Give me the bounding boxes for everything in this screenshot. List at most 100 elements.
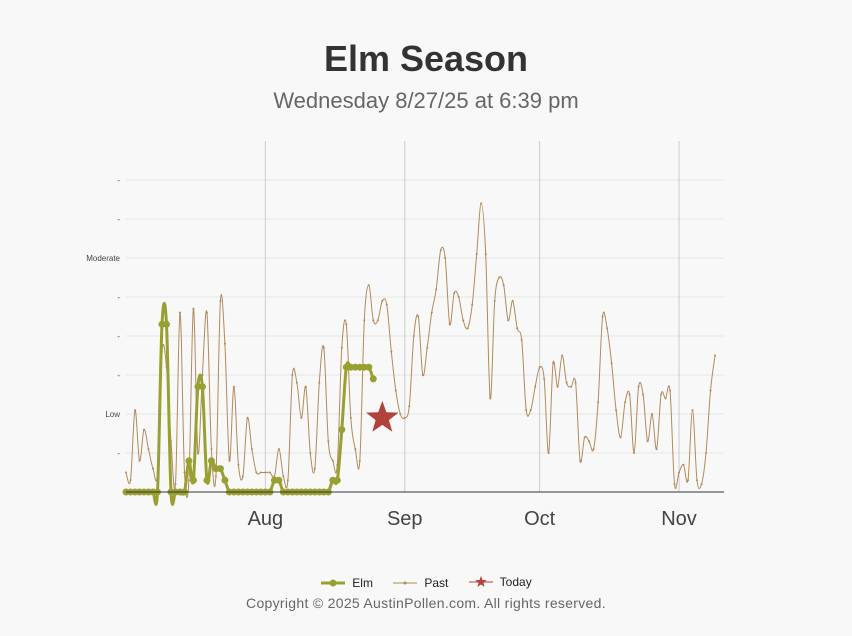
elm-point bbox=[216, 465, 224, 473]
past-point bbox=[552, 362, 555, 365]
y-tick-label: - bbox=[117, 449, 120, 458]
past-point bbox=[475, 253, 478, 256]
legend-today-swatch bbox=[468, 576, 493, 587]
y-tick-label: - bbox=[117, 215, 120, 224]
past-point bbox=[255, 471, 258, 474]
past-point bbox=[489, 397, 492, 400]
past-point bbox=[381, 299, 384, 302]
past-point bbox=[268, 471, 271, 474]
past-point bbox=[691, 409, 694, 412]
past-point bbox=[309, 452, 312, 454]
past-point bbox=[525, 409, 528, 412]
past-point bbox=[520, 338, 523, 341]
past-point bbox=[354, 448, 357, 451]
past-point bbox=[651, 413, 654, 415]
past-point bbox=[700, 483, 703, 486]
past-point bbox=[125, 471, 127, 474]
past-point bbox=[421, 374, 424, 376]
elm-point bbox=[338, 426, 346, 434]
y-tick-label: - bbox=[117, 332, 120, 341]
past-point bbox=[498, 276, 501, 279]
past-point bbox=[637, 385, 640, 388]
past-point bbox=[615, 409, 618, 412]
past-point bbox=[327, 440, 330, 443]
legend-item-past[interactable]: Past bbox=[392, 576, 448, 590]
past-point bbox=[304, 385, 307, 388]
chart-subtitle: Wednesday 8/27/25 at 6:39 pm bbox=[273, 88, 579, 113]
past-point bbox=[682, 463, 685, 466]
past-point bbox=[453, 292, 456, 295]
past-point bbox=[394, 389, 397, 392]
past-point bbox=[340, 346, 343, 349]
past-point bbox=[237, 463, 240, 466]
past-point bbox=[331, 459, 334, 462]
x-tick-label: Sep bbox=[387, 508, 423, 530]
past-point bbox=[480, 202, 483, 205]
past-point bbox=[322, 346, 325, 349]
past-point bbox=[709, 389, 712, 392]
past-point bbox=[277, 448, 280, 451]
elm-point bbox=[221, 476, 229, 484]
legend-past-swatch bbox=[393, 581, 418, 585]
past-point bbox=[619, 436, 622, 439]
month-lines bbox=[264, 141, 680, 492]
past-point bbox=[574, 381, 577, 384]
elm-point bbox=[189, 476, 197, 484]
past-point bbox=[444, 257, 447, 259]
past-point bbox=[349, 416, 352, 419]
y-tick-label: Moderate bbox=[86, 254, 120, 263]
past-point bbox=[313, 467, 316, 470]
past-point bbox=[543, 377, 546, 380]
past-point bbox=[192, 307, 195, 310]
past-point bbox=[493, 299, 496, 302]
past-point bbox=[205, 311, 208, 314]
x-tick-label: Oct bbox=[524, 508, 556, 530]
past-point bbox=[142, 428, 145, 431]
past-point bbox=[282, 475, 285, 478]
past-point bbox=[561, 354, 564, 357]
elm-point bbox=[275, 476, 283, 484]
today-star bbox=[366, 400, 399, 432]
past-point bbox=[660, 393, 663, 396]
past-point bbox=[295, 381, 298, 384]
past-point bbox=[471, 303, 474, 306]
legend-item-today[interactable]: Today bbox=[468, 575, 532, 589]
past-point bbox=[565, 381, 568, 384]
past-point bbox=[534, 385, 537, 388]
legend-elm-swatch bbox=[321, 579, 346, 587]
past-point bbox=[597, 401, 600, 404]
past-point bbox=[669, 389, 672, 392]
past-point bbox=[601, 315, 604, 318]
past-point bbox=[291, 374, 294, 376]
series-layer bbox=[122, 202, 717, 506]
past-point bbox=[430, 311, 433, 314]
past-point bbox=[201, 374, 204, 376]
past-point bbox=[403, 416, 406, 419]
past-point bbox=[358, 459, 361, 462]
past-point bbox=[219, 299, 222, 302]
past-point bbox=[372, 319, 375, 322]
legend-today-label: Today bbox=[499, 575, 532, 589]
past-point bbox=[196, 452, 199, 454]
past-point bbox=[214, 475, 217, 478]
x-tick-label: Nov bbox=[661, 508, 697, 530]
past-point bbox=[642, 393, 645, 396]
elm-point bbox=[369, 375, 377, 383]
past-point bbox=[606, 327, 609, 330]
past-point bbox=[556, 385, 559, 388]
past-point bbox=[147, 448, 150, 451]
legend-item-elm[interactable]: Elm bbox=[320, 576, 373, 590]
past-point bbox=[178, 311, 181, 314]
past-point bbox=[426, 346, 429, 349]
past-point bbox=[259, 471, 262, 474]
past-point bbox=[183, 471, 186, 474]
legend-elm-label: Elm bbox=[352, 576, 373, 590]
past-point bbox=[250, 448, 253, 451]
y-tick-label: Low bbox=[105, 410, 120, 419]
past-point bbox=[241, 475, 244, 478]
past-point bbox=[457, 296, 460, 298]
past-point bbox=[624, 401, 627, 404]
x-axis-labels: Aug Sep Oct Nov bbox=[248, 508, 697, 530]
elm-point bbox=[333, 476, 341, 484]
elm-point bbox=[162, 320, 170, 328]
